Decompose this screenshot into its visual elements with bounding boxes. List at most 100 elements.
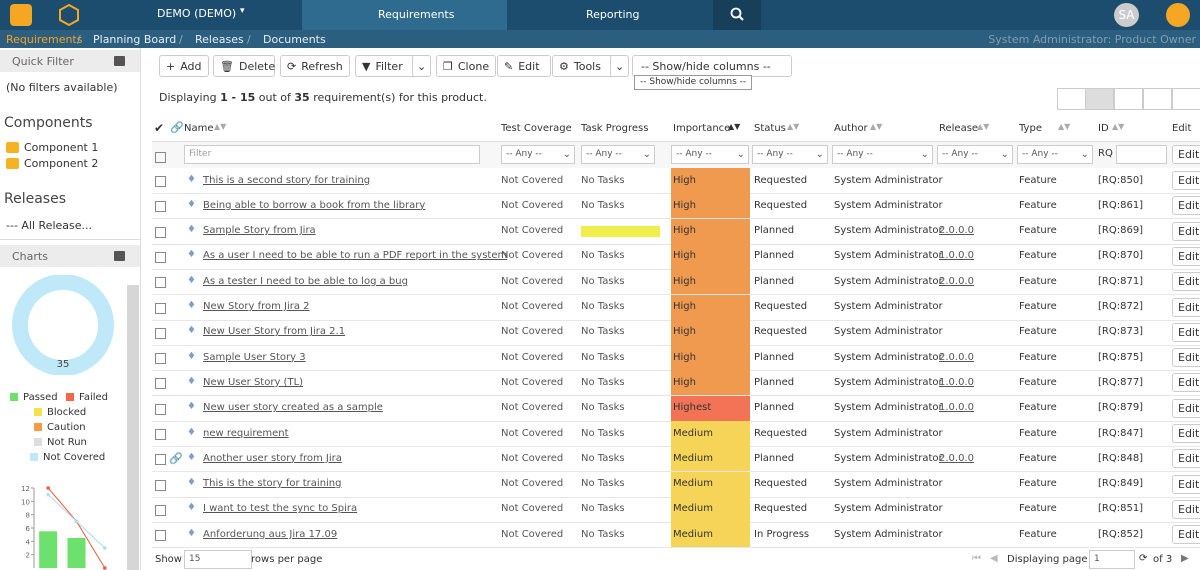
requirement-name[interactable]: Another user story from Jira [203,453,342,464]
requirement-name[interactable]: New user story created as a sample [203,402,383,413]
tab-requirements[interactable]: Requirements [378,8,454,21]
edit-button[interactable]: Edit [1172,475,1200,494]
prev-page[interactable]: ◀ [990,553,998,564]
row-checkbox[interactable] [155,201,166,212]
columns-select[interactable]: -- Show/hide columns -- [632,55,792,77]
column-header[interactable]: Test Coverage [501,123,572,134]
tab-reporting[interactable]: Reporting [586,8,639,21]
toolbar-button[interactable]: 🗑Delete [213,55,275,77]
release[interactable]: 2.0.0.0 [939,453,974,464]
id-filter[interactable] [1116,145,1167,164]
row-checkbox[interactable] [155,277,166,288]
edit-button[interactable]: Edit [1172,222,1200,241]
project-menu[interactable]: DEMO (DEMO) [157,7,236,20]
any-select[interactable]: -- Any --⌄ [937,145,1013,164]
release[interactable]: 2.0.0.0 [939,276,974,287]
row-checkbox[interactable] [155,227,166,238]
release[interactable]: 2.0.0.0 [939,352,974,363]
toolbar-button[interactable]: ❐Clone [436,55,496,77]
release[interactable]: 1.0.0.0 [939,250,974,261]
release[interactable]: 2.0.0.0 [939,225,974,236]
row-checkbox[interactable] [155,454,166,465]
collapse-button[interactable] [114,251,125,261]
requirement-name[interactable]: As a user I need to be able to run a PDF… [203,250,507,261]
view-button[interactable] [1085,88,1114,110]
requirement-name[interactable]: New Story from Jira 2 [203,301,310,312]
requirement-name[interactable]: New User Story (TL) [203,377,303,388]
release[interactable]: 1.0.0.0 [939,402,974,413]
edit-button[interactable]: Edit [1172,298,1200,317]
refresh-page[interactable]: ⟳ [1139,553,1147,564]
column-header[interactable]: Task Progress [581,123,648,134]
any-select[interactable]: -- Any --⌄ [832,145,933,164]
view-button[interactable] [1143,88,1172,110]
filter-dropdown[interactable]: ⌄ [412,55,431,77]
next-page[interactable]: ▶ [1181,553,1189,564]
view-button[interactable] [1172,88,1200,110]
view-button[interactable] [1057,88,1086,110]
row-checkbox[interactable] [155,429,166,440]
row-checkbox[interactable] [155,404,166,415]
edit-button[interactable]: Edit [1172,424,1200,443]
column-header[interactable]: Author [834,123,868,134]
column-header[interactable]: Edit [1172,123,1191,134]
row-checkbox[interactable] [155,176,166,187]
requirement-name[interactable]: This is a second story for training [203,175,370,186]
any-select[interactable]: -- Any --⌄ [671,145,749,164]
row-checkbox[interactable] [155,303,166,314]
breadcrumb-item[interactable]: Planning Board [93,33,176,46]
avatar[interactable]: SA [1114,3,1139,27]
row-checkbox[interactable] [155,530,166,541]
name-filter[interactable]: Filter [184,145,480,164]
any-select[interactable]: -- Any --⌄ [501,145,575,164]
page-input[interactable]: 1 [1089,550,1135,569]
row-checkbox[interactable] [155,252,166,263]
breadcrumb-item[interactable]: Requirements [6,33,82,46]
column-header[interactable]: Type [1019,123,1042,134]
row-checkbox[interactable] [155,505,166,516]
requirement-name[interactable]: This is the story for training [203,478,342,489]
edit-button[interactable]: Edit [1172,272,1200,291]
column-header[interactable]: ID [1098,123,1109,134]
requirement-name[interactable]: New User Story from Jira 2.1 [203,326,345,337]
requirement-name[interactable]: Being able to borrow a book from the lib… [203,200,425,211]
requirement-name[interactable]: Sample User Story 3 [203,352,306,363]
edit-button[interactable]: Edit [1172,525,1200,544]
tools-dropdown[interactable]: ⌄ [610,55,629,77]
edit-button[interactable]: Edit [1172,449,1200,468]
any-select[interactable]: -- Any --⌄ [752,145,828,164]
row-checkbox[interactable] [155,378,166,389]
view-button[interactable] [1114,88,1143,110]
row-checkbox[interactable] [155,353,166,364]
row-checkbox[interactable] [155,480,166,491]
breadcrumb-item[interactable]: Documents [263,33,326,46]
release[interactable]: 1.0.0.0 [939,377,974,388]
component-item[interactable]: Component 2 [24,157,98,170]
column-header[interactable]: Importance [673,123,730,134]
edit-button[interactable]: Edit [1172,247,1200,266]
requirement-name[interactable]: Anforderung aus Jira 17.09 [203,529,337,540]
column-header[interactable]: Status [754,123,786,134]
release-select[interactable]: --- All Release... [6,219,92,232]
edit-button[interactable]: Edit [1172,373,1200,392]
edit-header-button[interactable]: Edit [1172,145,1200,164]
toolbar-button[interactable]: +Add [159,55,209,77]
collapse-button[interactable] [114,56,125,66]
settings-icon[interactable] [1166,3,1190,27]
first-page[interactable]: ⏮ [972,553,981,564]
edit-button[interactable]: Edit [1172,348,1200,367]
toolbar-button[interactable]: ⟳Refresh [280,55,350,77]
edit-button[interactable]: Edit [1172,399,1200,418]
edit-button[interactable]: Edit [1172,323,1200,342]
any-select[interactable]: -- Any --⌄ [581,145,655,164]
requirement-name[interactable]: new requirement [203,428,289,439]
requirement-name[interactable]: Sample Story from Jira [203,225,316,236]
column-header[interactable]: Release [939,123,978,134]
edit-button[interactable]: Edit [1172,500,1200,519]
requirement-name[interactable]: As a tester I need to be able to log a b… [203,276,408,287]
toolbar-button[interactable]: ✎Edit [497,55,551,77]
edit-button[interactable]: Edit [1172,171,1200,190]
component-item[interactable]: Component 1 [24,141,98,154]
edit-button[interactable]: Edit [1172,196,1200,215]
column-header[interactable]: Name [184,123,214,134]
